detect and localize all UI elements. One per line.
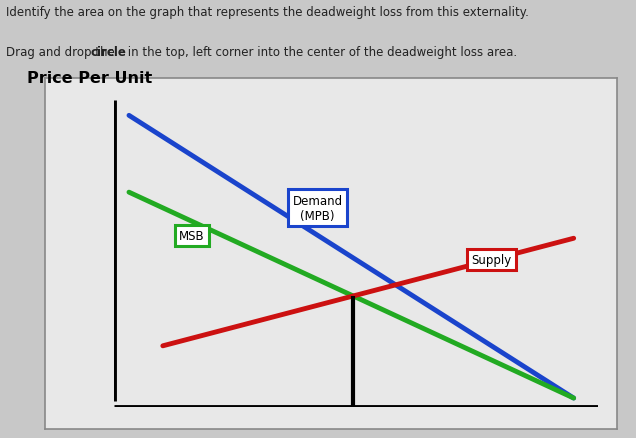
Text: MSB: MSB <box>179 229 205 242</box>
Text: circle: circle <box>90 46 126 59</box>
Text: Price Per Unit: Price Per Unit <box>27 71 153 85</box>
Text: Demand
(MPB): Demand (MPB) <box>293 194 343 222</box>
Text: Identify the area on the graph that represents the deadweight loss from this ext: Identify the area on the graph that repr… <box>6 6 529 19</box>
Text: in the top, left corner into the center of the deadweight loss area.: in the top, left corner into the center … <box>124 46 517 59</box>
Text: Supply: Supply <box>471 254 511 267</box>
Text: Drag and drop the: Drag and drop the <box>6 46 119 59</box>
